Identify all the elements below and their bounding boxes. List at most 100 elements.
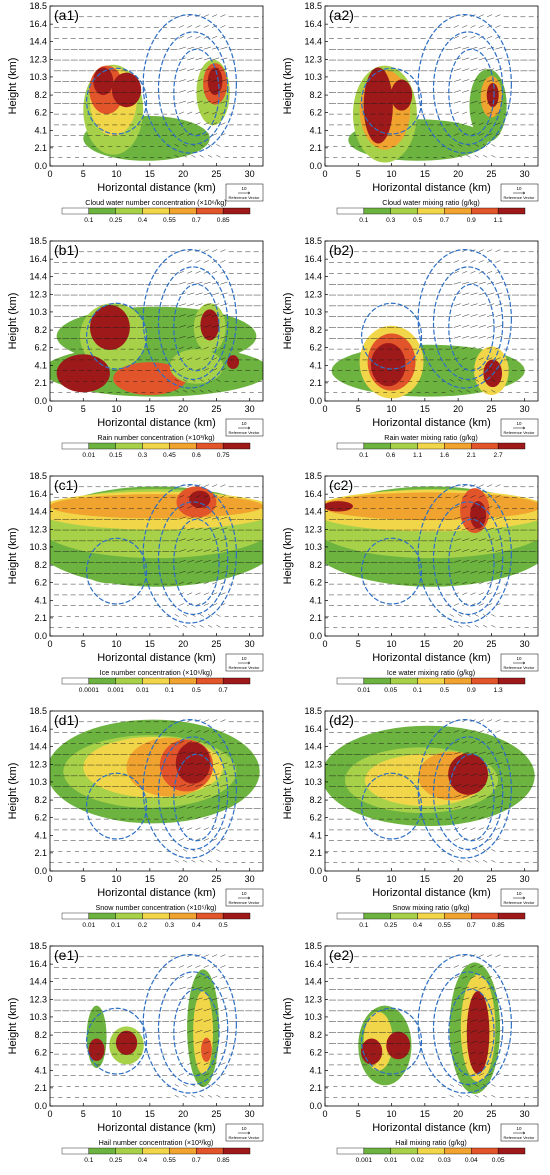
x-tick-label: 5 bbox=[356, 874, 361, 884]
wind-vector bbox=[462, 581, 468, 585]
wind-vector bbox=[478, 90, 486, 93]
shaded-region bbox=[370, 343, 406, 387]
wind-vector bbox=[212, 795, 220, 798]
colorbar-title: Rain number concentration (×10³/kg) bbox=[97, 433, 214, 442]
wind-vector bbox=[474, 379, 479, 382]
contour-line bbox=[157, 501, 229, 615]
y-tick-label: 6.2 bbox=[34, 577, 47, 587]
wind-vector bbox=[453, 25, 459, 28]
wind-vector bbox=[495, 986, 503, 990]
colorbar-bin bbox=[471, 442, 499, 450]
reference-vector-label: Reference Vector bbox=[229, 430, 261, 435]
colorbar-title: Snow number concentration (×10⁵/kg) bbox=[95, 903, 216, 912]
y-tick-label: 12.3 bbox=[304, 760, 322, 770]
x-tick-label: 0 bbox=[47, 639, 52, 649]
wind-vector bbox=[178, 36, 184, 39]
wind-vector bbox=[495, 100, 503, 104]
wind-vector bbox=[220, 260, 226, 263]
colorbar-tick-label: 0.55 bbox=[163, 1157, 176, 1164]
wind-vector bbox=[220, 122, 226, 126]
wind-vector bbox=[453, 46, 461, 50]
wind-vector bbox=[220, 314, 228, 317]
wind-vector bbox=[187, 816, 193, 820]
wind-vector bbox=[187, 506, 193, 509]
wind-vector bbox=[462, 538, 470, 542]
wind-vector bbox=[199, 849, 204, 852]
colorbar-tick-label: 0.1 bbox=[359, 217, 368, 224]
wind-vector bbox=[211, 592, 218, 596]
x-tick-label: 15 bbox=[145, 404, 155, 414]
wind-vector bbox=[482, 1084, 488, 1087]
y-tick-label: 10.3 bbox=[304, 777, 322, 787]
panel-d2: 18.5 16.4 14.4 12.3 10.3 8.2 6.2 4.1 2.1 0.0 0 5 10 1… bbox=[275, 705, 550, 940]
wind-vector bbox=[187, 335, 195, 339]
wind-vector bbox=[216, 1094, 221, 1098]
reference-vector: 10 Reference Vector bbox=[500, 183, 539, 202]
contour-chart: 18.516.414.412.310.38.26.24.12.10.00 5 10 1… bbox=[282, 471, 539, 694]
wind-vector bbox=[482, 154, 488, 158]
wind-vectors bbox=[325, 484, 538, 628]
wind-vector bbox=[453, 976, 459, 979]
contour-chart: 18.516.414.412.310.38.26.24.12.10.00 5 10 1… bbox=[282, 1, 539, 224]
wind-vector bbox=[478, 986, 486, 990]
wind-vector bbox=[478, 838, 484, 841]
colorbar-tick-label: 0.85 bbox=[217, 217, 230, 224]
contour-chart: 18.516.414.412.310.38.26.24.12.10.00 5 10 1… bbox=[7, 236, 264, 459]
wind-vector bbox=[178, 816, 184, 820]
wind-vector bbox=[470, 1008, 478, 1012]
colorbar-bin bbox=[196, 912, 224, 920]
wind-vector bbox=[178, 1040, 186, 1044]
wind-vector bbox=[178, 46, 186, 50]
wind-vector bbox=[203, 719, 209, 723]
wind-vector bbox=[178, 603, 184, 606]
colorbar-tick-label: 0.01 bbox=[82, 452, 95, 459]
wind-vector bbox=[178, 751, 186, 755]
wind-vector bbox=[203, 538, 211, 542]
wind-vector bbox=[487, 292, 495, 296]
wind-vector bbox=[478, 1030, 486, 1033]
wind-vector bbox=[178, 79, 186, 82]
wind-vector bbox=[453, 281, 461, 285]
colorbar-tick-label: 0.1 bbox=[84, 217, 93, 224]
wind-vector bbox=[187, 997, 195, 1001]
wind-vector bbox=[183, 389, 188, 393]
wind-vector bbox=[212, 281, 220, 285]
wind-vector bbox=[195, 271, 201, 274]
wind-vector bbox=[462, 592, 468, 596]
colorbar-bin bbox=[417, 677, 445, 685]
y-tick-label: 0.0 bbox=[34, 1101, 47, 1111]
x-axis-label: Horizontal distance (km) bbox=[97, 1122, 216, 1134]
wind-vector bbox=[487, 1008, 495, 1012]
axes-frame bbox=[324, 240, 539, 402]
y-tick-label: 2.1 bbox=[34, 143, 47, 153]
wind-vector bbox=[178, 730, 184, 733]
wind-vector bbox=[187, 827, 193, 831]
colorbar-bin bbox=[88, 1147, 116, 1155]
x-tick-label: 25 bbox=[211, 169, 221, 179]
colorbar-bin bbox=[115, 912, 143, 920]
x-tick-label: 5 bbox=[81, 1109, 86, 1119]
wind-vector bbox=[195, 784, 203, 787]
wind-vector bbox=[178, 538, 186, 542]
reference-vector-value: 10 bbox=[241, 421, 247, 426]
wind-vector bbox=[211, 730, 218, 733]
wind-vector bbox=[183, 1084, 188, 1087]
y-tick-label: 4.1 bbox=[34, 361, 47, 371]
colorbar-bin bbox=[363, 912, 391, 920]
colorbar-bin bbox=[115, 1147, 143, 1155]
colorbar-tick-label: 2.7 bbox=[494, 452, 503, 459]
y-tick-label: 4.1 bbox=[309, 831, 322, 841]
x-tick-label: 15 bbox=[145, 639, 155, 649]
x-tick-label: 20 bbox=[178, 1109, 188, 1119]
colorbar-bin bbox=[222, 677, 251, 685]
wind-vector bbox=[486, 730, 493, 733]
wind-vector bbox=[486, 719, 493, 723]
shaded-region bbox=[200, 309, 220, 341]
colorbar-bin bbox=[88, 912, 116, 920]
wind-vector bbox=[462, 516, 470, 520]
wind-vector bbox=[174, 849, 179, 852]
colorbar-tick-label: 0.4 bbox=[413, 922, 422, 929]
colorbar-tick-label: 0.5 bbox=[440, 687, 449, 694]
wind-vector bbox=[470, 25, 476, 28]
